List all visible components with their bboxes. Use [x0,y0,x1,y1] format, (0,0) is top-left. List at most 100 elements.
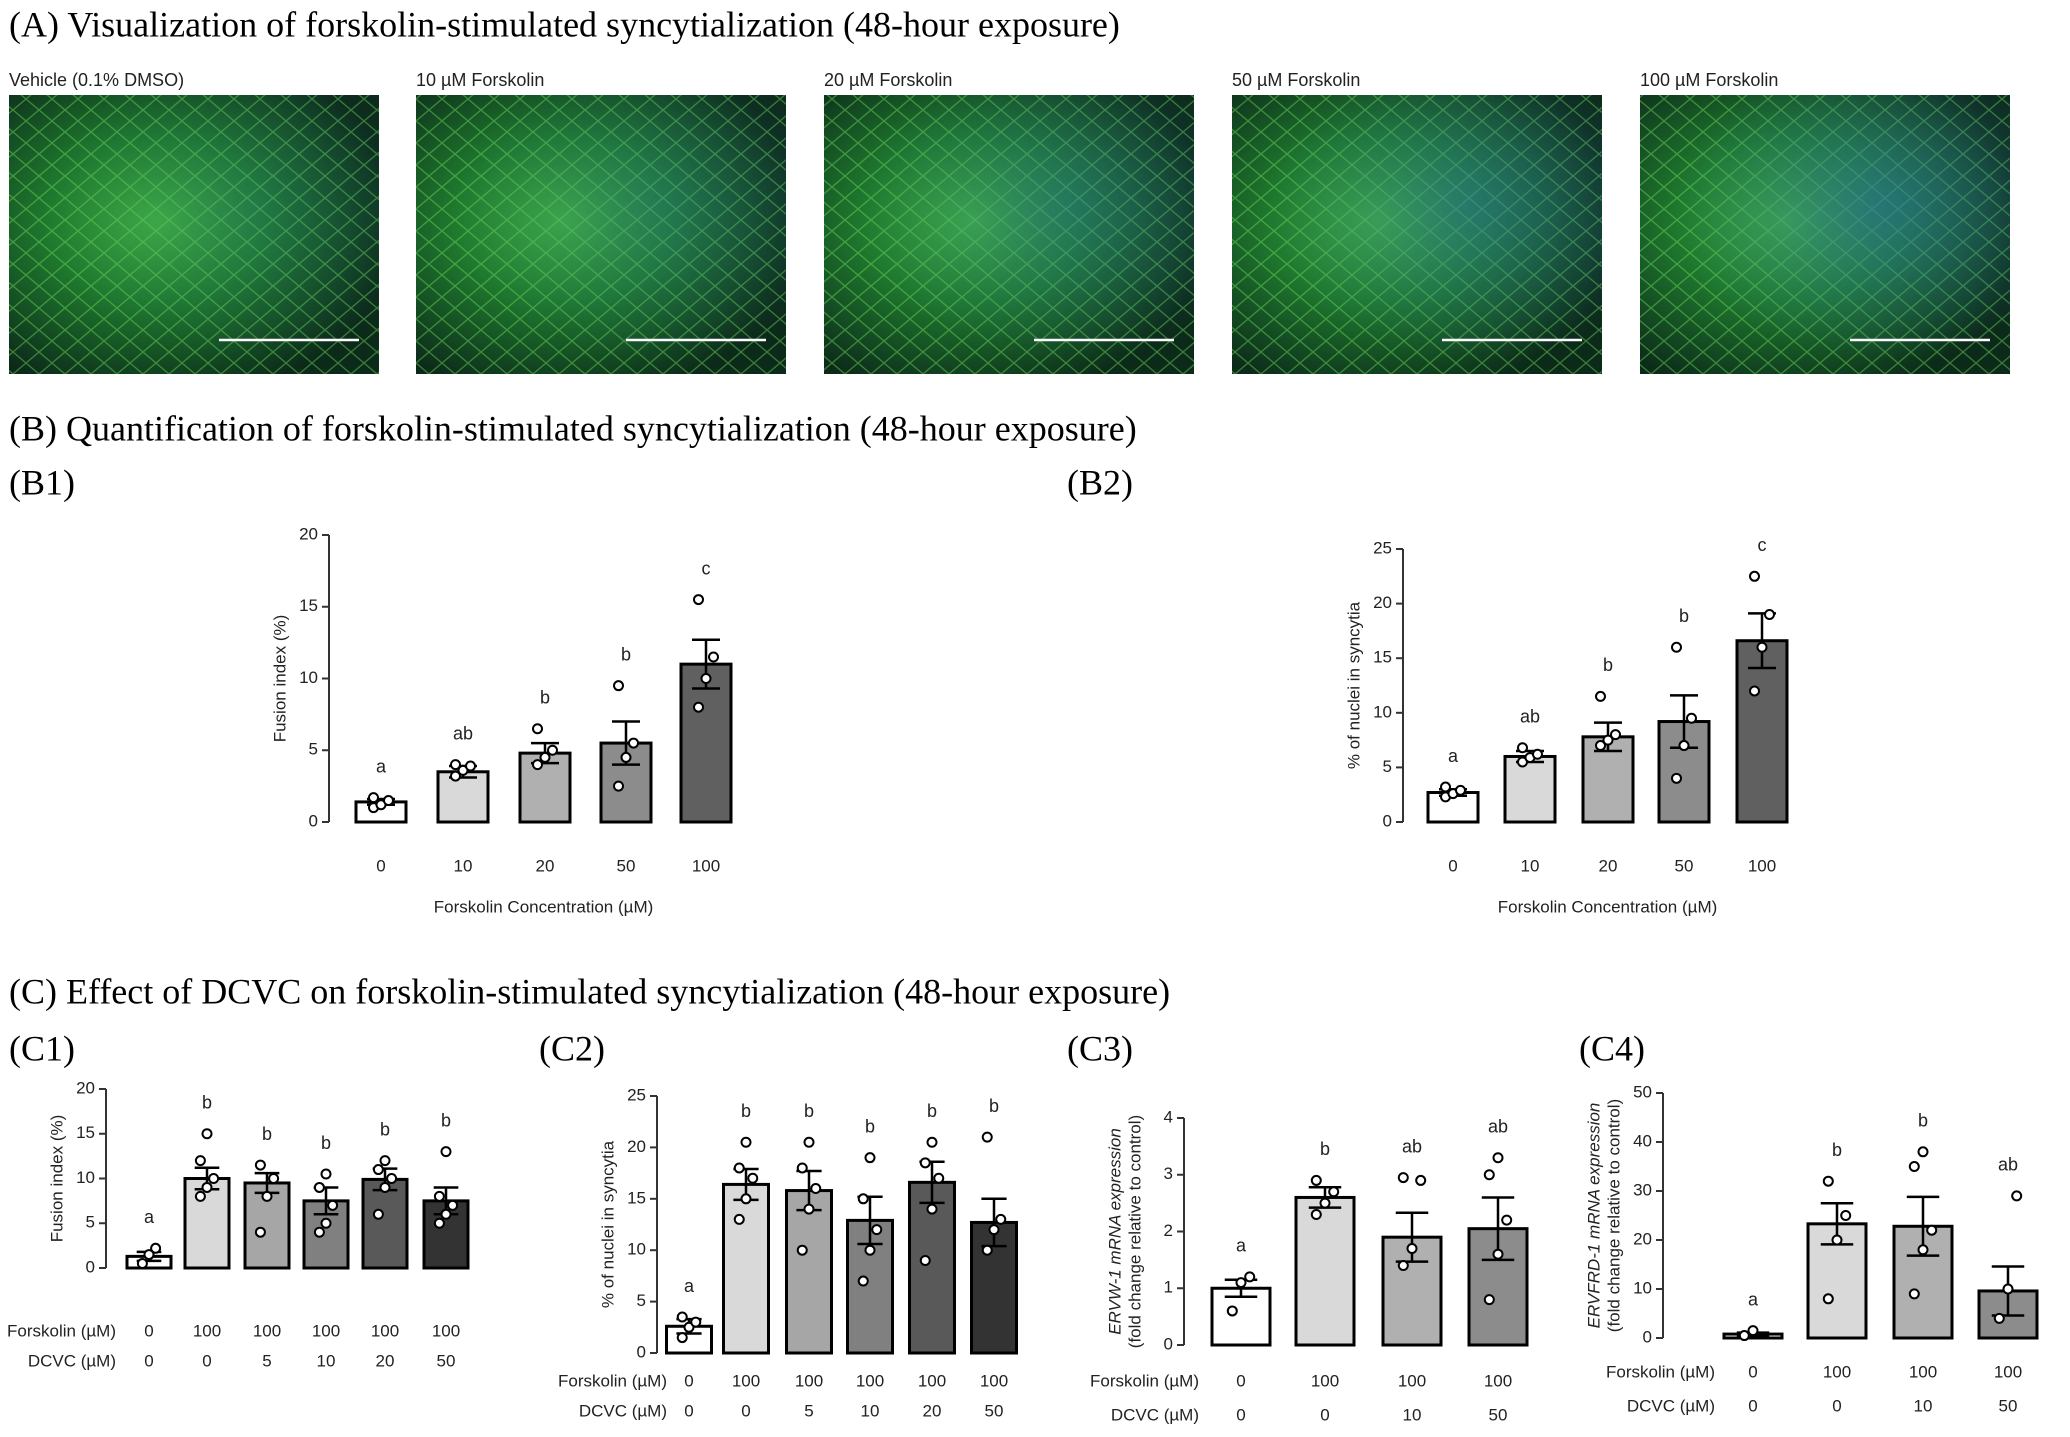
significance-letter: b [1320,1139,1330,1159]
data-point [433,1190,445,1202]
micrograph-row: Vehicle (0.1% DMSO) 10 µM Forskolin 20 µM … [9,70,2010,374]
data-point [1226,1305,1238,1317]
chart: (C3) 0 1 2 3 4 ERVW-1 mRNA expression (fold cha… [1067,1028,1529,1424]
y-axis-label: % of nuclei in syncytia [598,1140,617,1308]
row-label: Forskolin (µM) [1090,1371,1199,1390]
y-tick-label: 4 [1164,1107,1173,1126]
data-point [379,1155,391,1167]
y-tick-label: 5 [86,1213,95,1232]
data-point [676,1311,688,1323]
data-point [1455,784,1466,796]
significance-letter: b [380,1119,390,1139]
micrograph-nuclei [1640,95,2010,374]
significance-letter: b [1918,1111,1928,1131]
significance-letter: b [202,1093,212,1113]
section-heading: (C) Effect of DCVC on forskolin-stimulat… [9,971,1170,1011]
data-point [313,1181,325,1193]
data-point [1517,742,1528,754]
significance-letter: b [927,1101,937,1121]
micrograph-nuclei [1232,95,1602,374]
data-point [1235,1277,1247,1289]
data-point [1686,712,1697,724]
data-point [803,1203,815,1215]
x-tick-label: 0 [684,1371,693,1390]
micrograph-nuclei [824,95,1194,374]
panel-label: (C3) [1067,1028,1133,1068]
significance-letter: b [989,1096,999,1116]
x-tick-label: 0 [1832,1396,1841,1415]
y-tick-label: 20 [627,1137,646,1156]
significance-letter: b [441,1110,451,1130]
data-point [254,1159,266,1171]
data-point [857,1193,869,1205]
significance-letter: c [702,558,711,578]
data-point [1328,1186,1340,1198]
data-point [810,1183,822,1195]
y-tick-label: 30 [1633,1180,1652,1199]
data-point [1483,1294,1495,1306]
x-tick-label: 50 [617,856,636,875]
significance-letter: a [1748,1289,1759,1309]
significance-letter: b [804,1101,814,1121]
row-label: Forskolin (µM) [558,1371,667,1390]
data-point [320,1168,332,1180]
row-label: DCVC (µM) [579,1401,667,1420]
data-point [539,751,551,763]
x-tick-label: 100 [980,1371,1008,1390]
panel-label: (C2) [539,1028,605,1068]
significance-letter: b [1832,1140,1842,1160]
x-tick-label: 0 [1236,1371,1245,1390]
y-tick-label: 2 [1164,1221,1173,1240]
data-point [372,1208,384,1220]
y-tick-label: 40 [1633,1131,1652,1150]
micrograph-label: 100 µM Forskolin [1640,70,1778,90]
bar [599,741,653,824]
chart: (C2) 0 5 10 15 20 25 % of nuclei in syncytia a 0 0… [539,1028,1018,1420]
x-tick-label: 0 [684,1401,693,1420]
significance-letter: ab [453,723,473,743]
chart: (B1) 0 5 10 15 20 Fusion index (%) a 0 ab 10 b 20 b 50… [9,462,733,916]
data-point [708,651,719,663]
data-point [1319,1197,1331,1209]
y-tick-label: 25 [627,1085,646,1104]
y-tick-label: 1 [1164,1278,1173,1297]
data-point [2002,1283,2014,1295]
y-tick-label: 50 [1633,1082,1652,1101]
micrograph-label: Vehicle (0.1% DMSO) [9,70,184,90]
data-point [379,1181,391,1193]
data-point [740,1136,752,1148]
significance-letter: b [262,1124,272,1144]
x-tick-label: 100 [1398,1371,1426,1390]
y-tick-label: 5 [637,1291,646,1310]
data-point [1908,1288,1920,1300]
x-tick-label: 0 [144,1351,153,1370]
data-point [871,1224,883,1236]
micrograph-label: 50 µM Forskolin [1232,70,1360,90]
data-point [450,770,461,782]
data-point [1406,1243,1418,1255]
data-point [440,1208,452,1220]
section-heading: (A) Visualization of forskolin-stimulate… [9,4,1120,44]
bar [1503,754,1557,824]
x-tick-label: 0 [1448,856,1457,875]
data-point [796,1244,808,1256]
x-tick-label: 20 [536,856,555,875]
data-point [1671,641,1682,653]
data-point [327,1199,339,1211]
bar [722,1182,770,1355]
panel-label: (B1) [9,462,75,502]
y-tick-label: 3 [1164,1164,1173,1183]
significance-letter: c [1758,535,1767,555]
section-heading: (B) Quantification of forskolin-stimulat… [9,408,1137,448]
data-point [201,1128,213,1140]
significance-letter: b [865,1116,875,1136]
data-point [1310,1174,1322,1186]
x-tick-label: 20 [923,1401,942,1420]
data-point [1595,690,1606,702]
x-tick-label: 0 [144,1321,153,1340]
data-point [1532,748,1543,760]
bar [679,662,733,824]
y-tick-label: 10 [299,668,318,687]
significance-letter: b [1679,606,1689,626]
data-point [700,673,712,684]
